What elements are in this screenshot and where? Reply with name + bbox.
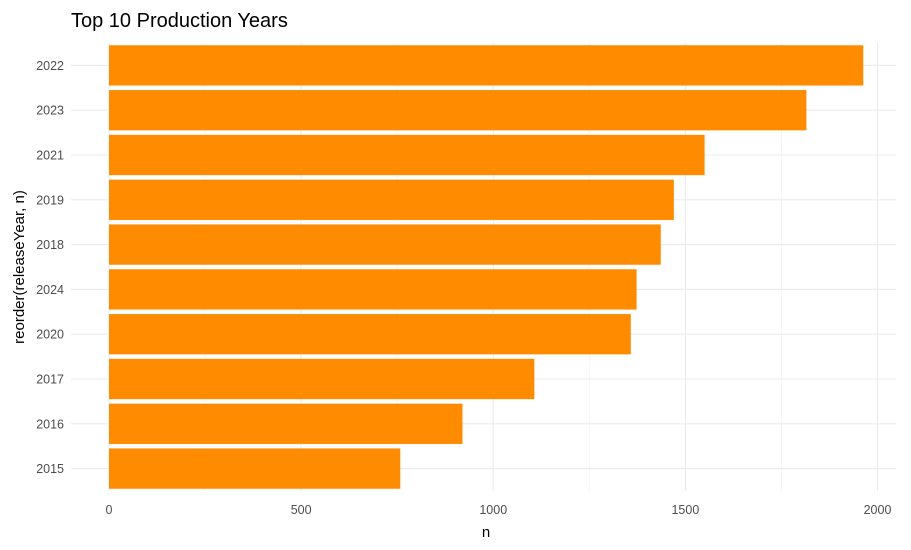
y-axis-ticks: 2022 2023 2021 2019 2018 2024 2020 2017 2016 2015	[36, 59, 64, 476]
y-tick-label: 2022	[36, 59, 64, 73]
y-axis-title: reorder(releaseYear, n)	[11, 190, 28, 344]
y-tick-label: 2023	[36, 104, 64, 118]
bar-2019	[109, 179, 674, 220]
bar-2016	[109, 403, 463, 444]
x-axis-ticks: 0 500 1000 1500 2000	[106, 503, 892, 517]
x-tick-label: 1000	[479, 503, 507, 517]
x-tick-label: 500	[291, 503, 312, 517]
bar-2018	[109, 224, 661, 265]
y-tick-label: 2021	[36, 149, 64, 163]
bar-2021	[109, 134, 705, 176]
y-tick-label: 2017	[36, 373, 64, 387]
bar-2024	[109, 269, 637, 310]
x-tick-label: 1500	[671, 503, 699, 517]
bar-2020	[109, 314, 631, 355]
bar-2022	[109, 45, 864, 86]
y-tick-label: 2016	[36, 417, 64, 431]
y-tick-label: 2018	[36, 238, 64, 252]
bar-2023	[109, 90, 807, 131]
chart-title: Top 10 Production Years	[71, 10, 288, 32]
x-tick-label: 2000	[864, 503, 892, 517]
bar-2015	[109, 448, 401, 489]
bars	[109, 45, 864, 489]
bar-2017	[109, 358, 535, 400]
x-axis-title: n	[482, 524, 490, 541]
y-tick-label: 2020	[36, 328, 64, 342]
y-tick-label: 2015	[36, 462, 64, 476]
y-tick-label: 2024	[36, 283, 64, 297]
x-tick-label: 0	[106, 503, 113, 517]
y-tick-label: 2019	[36, 193, 64, 207]
